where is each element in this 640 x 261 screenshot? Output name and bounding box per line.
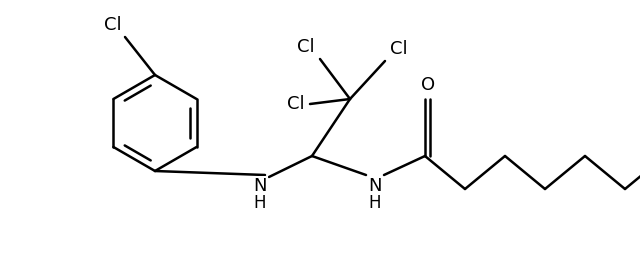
Text: H: H <box>253 194 266 212</box>
Text: N: N <box>368 177 381 195</box>
Text: Cl: Cl <box>287 95 305 113</box>
Text: H: H <box>369 194 381 212</box>
Text: Cl: Cl <box>390 40 408 58</box>
Text: N: N <box>253 177 267 195</box>
Text: O: O <box>421 76 435 94</box>
Text: Cl: Cl <box>104 16 122 34</box>
Text: Cl: Cl <box>297 38 315 56</box>
